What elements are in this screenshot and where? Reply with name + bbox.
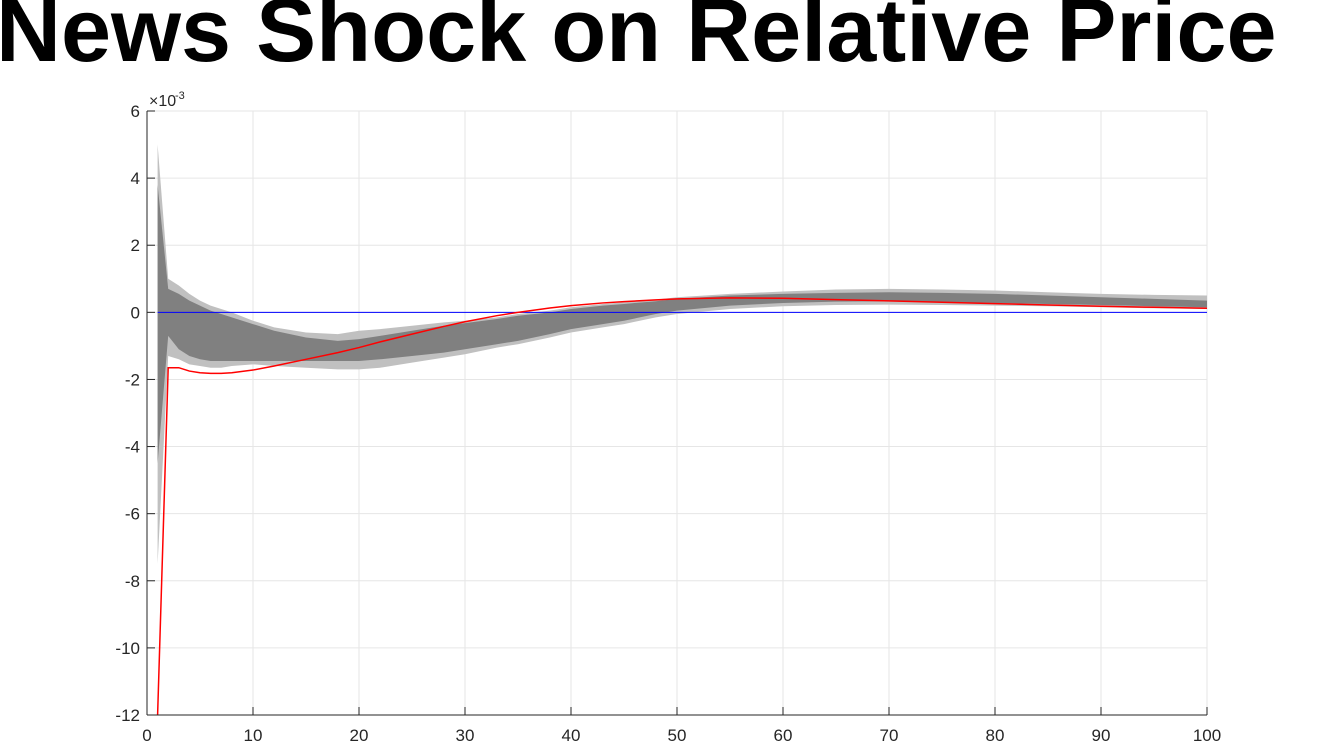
y-tick-labels: -12 -10 -8 -6 -4 -2 0 2 4 6 bbox=[115, 102, 140, 725]
y-tick-label: -10 bbox=[115, 639, 140, 658]
x-tick-label: 10 bbox=[244, 726, 263, 743]
median-response-line bbox=[156, 297, 1208, 716]
x-tick-label: 60 bbox=[774, 726, 793, 743]
x-tick-label: 90 bbox=[1092, 726, 1111, 743]
x-tick-label: 20 bbox=[350, 726, 369, 743]
confidence-bands bbox=[157, 144, 1208, 564]
y-tick-label: 0 bbox=[131, 303, 140, 322]
y-exponent-power: -3 bbox=[175, 90, 185, 102]
y-tick-label: 4 bbox=[131, 169, 140, 188]
x-tick-label: 30 bbox=[456, 726, 475, 743]
y-tick-label: 6 bbox=[131, 102, 140, 121]
y-exponent-prefix: ×10 bbox=[149, 93, 176, 110]
axes bbox=[146, 110, 1208, 716]
y-tick-label: -8 bbox=[125, 572, 140, 591]
y-tick-label: -12 bbox=[115, 706, 140, 725]
x-tick-label: 70 bbox=[880, 726, 899, 743]
x-tick-label: 40 bbox=[562, 726, 581, 743]
series-lines bbox=[156, 297, 1208, 716]
y-tick-label: -6 bbox=[125, 505, 140, 524]
x-tick-labels: 0 10 20 30 40 50 60 70 80 90 100 bbox=[142, 726, 1221, 743]
y-tick-label: -2 bbox=[125, 370, 140, 389]
x-tick-label: 50 bbox=[668, 726, 687, 743]
grid-lines bbox=[146, 110, 1208, 716]
x-tick-label: 100 bbox=[1193, 726, 1221, 743]
y-tick-label: 2 bbox=[131, 236, 140, 255]
x-tick-label: 0 bbox=[142, 726, 151, 743]
chart-title: News Shock on Relative Price bbox=[0, 0, 1277, 81]
y-tick-label: -4 bbox=[125, 438, 140, 457]
x-tick-label: 80 bbox=[986, 726, 1005, 743]
